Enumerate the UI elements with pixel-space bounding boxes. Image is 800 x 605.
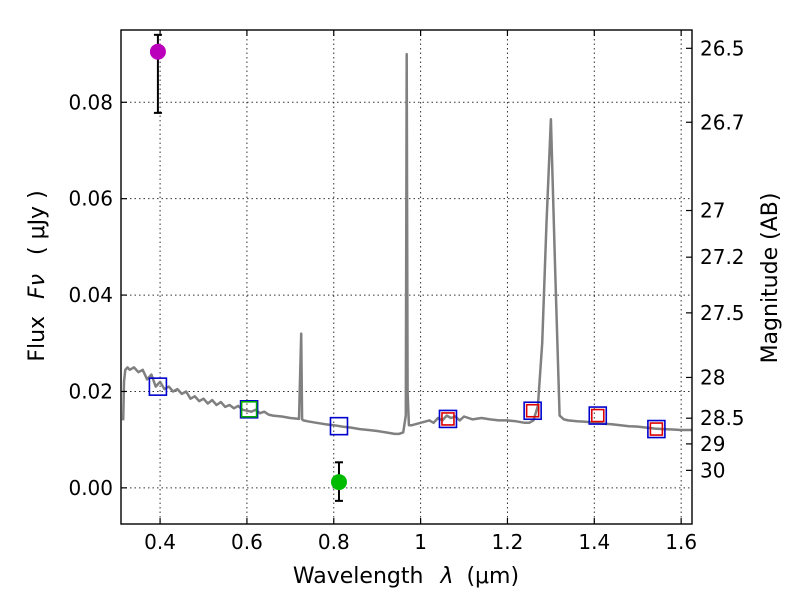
y-axis-unit: ( μJy ) [25,190,50,255]
photometry-square-marker [590,408,605,423]
y-axis-label: Flux [25,316,50,362]
x-tick-label: 0.8 [318,530,350,554]
x-tick-label: 1.4 [578,530,610,554]
y2-axis-title: Magnitude (AB) [758,193,783,364]
axes: 0.4 0.6 0.8 1 1.2 1.4 1.6 0.00 0.02 0.04 0.06 0.08 2… [68,29,745,554]
photometry-square-marker [441,412,455,426]
x-tick-label: 0.6 [231,530,263,554]
y2-tick-label: 26.5 [700,36,745,60]
photometry-circle-point [330,474,347,491]
y-tick-label: 0.00 [68,476,113,500]
plot-frame [120,29,693,525]
photometry-square-marker [525,403,540,418]
x-tick-label: 1.6 [665,530,697,554]
photometry-square-marker [647,419,666,439]
plot-clipped-group [121,33,692,502]
photometry-square-marker [523,401,542,421]
y-tick-label: 0.06 [68,187,113,211]
x-axis-title: Wavelength λ (μm) [293,564,519,589]
y2-tick-label: 30 [700,458,725,482]
photometry-circle-point [149,43,166,60]
y-tick-label: 0.04 [68,283,113,307]
x-axis-label: Wavelength [293,564,424,589]
y-tick-label: 0.02 [68,379,113,403]
x-tick-label: 1 [414,530,427,554]
plot-area [121,33,692,502]
photometry-square-marker [148,377,168,396]
x-tick-label: 0.4 [144,530,176,554]
y2-tick-label: 27 [700,199,725,223]
x-axis-symbol: λ [439,564,453,589]
photometry-square-marker [329,416,349,436]
y2-tick-label: 28 [700,365,725,389]
photometry-square-marker [240,400,258,418]
x-axis-unit: (μm) [466,564,519,589]
spectrum-line [121,52,692,436]
x-tick-label: 1.2 [492,530,524,554]
y2-tick-label: 27.5 [700,301,745,325]
y-axis-symbol: Fν [25,274,50,299]
y2-tick-label: 27.2 [700,245,745,269]
photometry-square-marker [438,409,458,429]
y2-tick-label: 26.7 [700,110,745,134]
photometry-square-marker [649,422,664,436]
photometry-square-marker [239,399,259,419]
y2-tick-label: 28.5 [700,406,745,430]
grid [121,30,692,524]
y-axis-title: Flux Fν ( μJy ) [25,190,50,361]
photometry-square-marker [588,406,608,425]
y-tick-label: 0.08 [68,90,113,114]
y2-tick-label: 29 [700,432,725,456]
